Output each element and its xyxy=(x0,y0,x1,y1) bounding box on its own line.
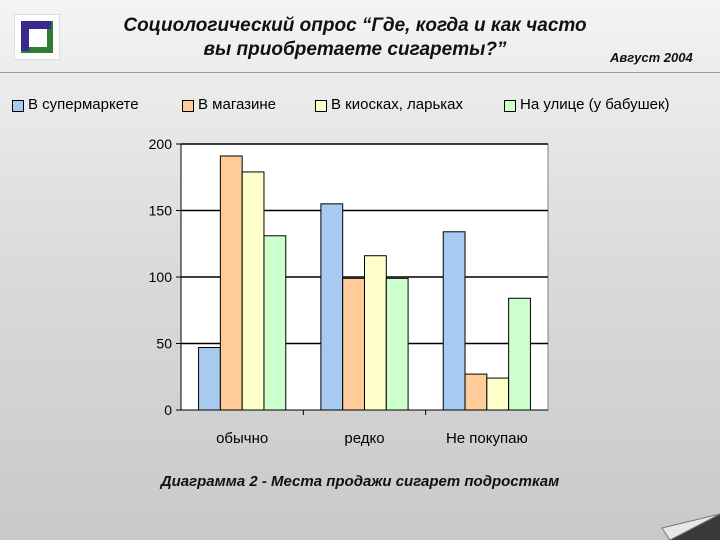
x-tick-label: обычно xyxy=(216,430,268,447)
y-tick-label: 200 xyxy=(149,136,173,152)
y-tick-label: 50 xyxy=(156,336,172,352)
bar xyxy=(241,171,265,411)
x-tick-label: редко xyxy=(344,430,384,447)
bar xyxy=(385,277,409,411)
bar xyxy=(508,297,531,411)
survey-date: Август 2004 xyxy=(610,50,693,65)
title-line-1: Социологический опрос “Где, когда и как … xyxy=(123,15,587,36)
x-tick-label: Не покупаю xyxy=(446,430,528,447)
header-divider xyxy=(0,72,720,73)
bar xyxy=(219,155,243,411)
legend-swatch xyxy=(182,100,194,112)
page-curl-icon xyxy=(661,513,720,540)
y-tick-label: 0 xyxy=(164,402,172,418)
bar xyxy=(342,277,366,411)
legend-swatch xyxy=(12,100,24,112)
legend-swatch xyxy=(315,100,327,112)
bar xyxy=(364,255,387,411)
bar-chart: 0 50 100 150 200 обычно редко Не покупаю xyxy=(149,136,549,447)
framed-square-logo-icon xyxy=(14,14,60,60)
legend-swatch xyxy=(504,100,516,112)
y-tick-label: 150 xyxy=(149,203,173,219)
bar xyxy=(263,235,287,411)
bar xyxy=(486,377,510,411)
y-tick-label: 100 xyxy=(149,269,173,285)
legend-label: В супермаркете xyxy=(28,96,139,113)
bar xyxy=(464,373,488,411)
legend-label: В магазине xyxy=(198,96,277,113)
bar xyxy=(320,203,344,411)
legend-label: На улице (у бабушек) xyxy=(520,96,670,113)
bar xyxy=(442,231,466,411)
chart-caption: Диаграмма 2 - Места продажи сигарет подр… xyxy=(160,473,560,490)
title-line-2: вы приобретаете сигареты?” xyxy=(203,39,507,60)
legend-label: В киосках, ларьках xyxy=(331,96,464,113)
page-title: Социологический опрос “Где, когда и как … xyxy=(80,14,630,62)
bar xyxy=(198,346,221,411)
